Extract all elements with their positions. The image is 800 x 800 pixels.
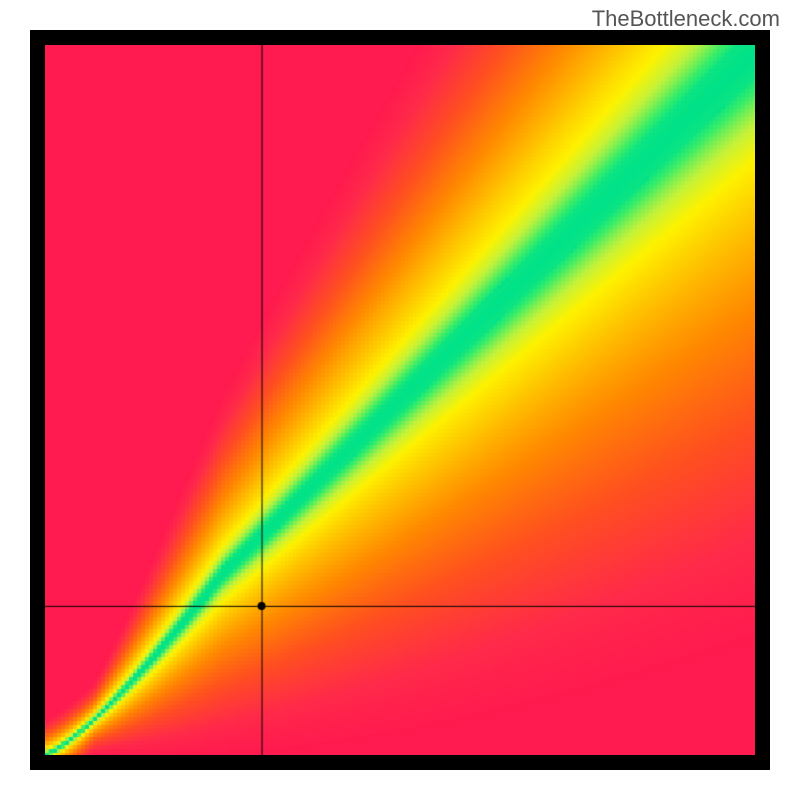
container: TheBottleneck.com [0,0,800,800]
heatmap-canvas [45,45,755,755]
watermark-text: TheBottleneck.com [592,6,780,32]
chart-frame [30,30,770,770]
heatmap-plot [45,45,755,755]
